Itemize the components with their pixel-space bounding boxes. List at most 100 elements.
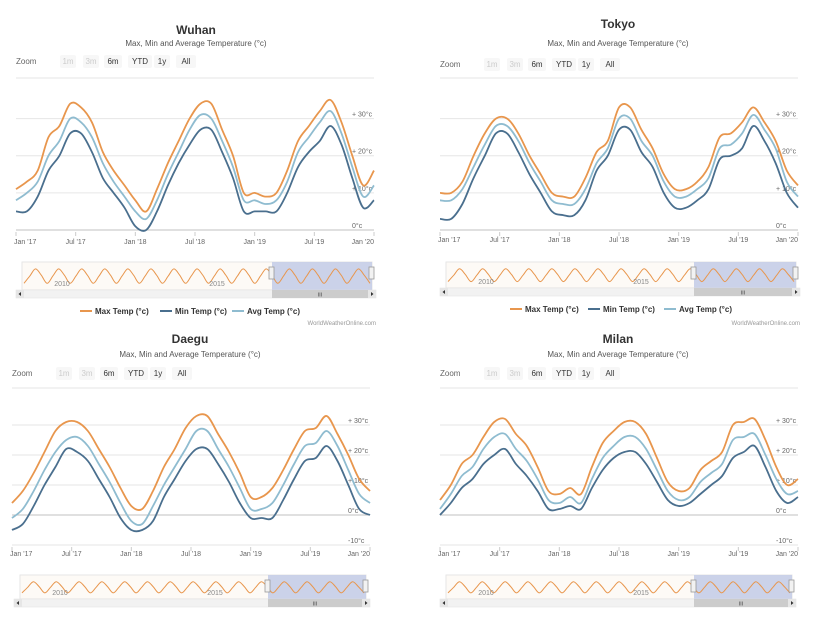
legend-item[interactable]: Avg Temp (°c) <box>679 305 732 314</box>
zoom-button-1y[interactable] <box>578 58 594 71</box>
x-tick-label: Jan '17 <box>438 551 460 558</box>
zoom-button-all[interactable] <box>600 58 620 71</box>
zoom-button-label[interactable]: All <box>606 60 615 69</box>
zoom-button-label[interactable]: 6m <box>107 57 118 66</box>
zoom-button-6m[interactable] <box>100 367 118 380</box>
y-tick-label: 0°c <box>776 507 787 515</box>
legend-item[interactable]: Min Temp (°c) <box>603 305 655 314</box>
navigator-selected-range[interactable] <box>268 575 366 599</box>
navigator-selected-range[interactable] <box>694 575 792 599</box>
navigator-handle-right[interactable] <box>788 579 795 593</box>
x-tick-label: Jan '18 <box>548 551 570 558</box>
navigator-tick-label: 2010 <box>54 281 70 288</box>
x-tick-label: Jul '18 <box>185 239 205 246</box>
zoom-button-all[interactable] <box>176 55 196 68</box>
zoom-button-label[interactable]: YTD <box>132 57 148 66</box>
zoom-button-label: 1m <box>62 57 73 66</box>
zoom-button-3m <box>83 55 99 68</box>
legend-item[interactable]: Avg Temp (°c) <box>247 307 300 316</box>
zoom-button-6m[interactable] <box>528 367 546 380</box>
zoom-button-label[interactable]: 1y <box>158 57 166 66</box>
y-tick-label: + 30°c <box>352 111 373 119</box>
zoom-button-label[interactable]: YTD <box>556 60 572 69</box>
legend-item[interactable]: Min Temp (°c) <box>175 307 227 316</box>
zoom-button-3m <box>507 367 523 380</box>
zoom-button-6m[interactable] <box>104 55 122 68</box>
zoom-button-6m[interactable] <box>528 58 546 71</box>
navigator-handle-left[interactable] <box>268 266 275 280</box>
chart-panel-daegu: Daegu Max, Min and Average Temperature (°… <box>10 332 371 608</box>
y-tick-label: + 20°c <box>776 447 797 455</box>
legend-item[interactable]: Max Temp (°c) <box>95 307 149 316</box>
zoom-button-all[interactable] <box>172 367 192 380</box>
series-line-max <box>11 413 371 511</box>
navigator-handle-right[interactable] <box>362 579 369 593</box>
navigator-handle-right[interactable] <box>792 266 799 280</box>
scrollbar-thumb[interactable] <box>268 599 362 607</box>
zoom-button-1y[interactable] <box>154 55 170 68</box>
zoom-button-all[interactable] <box>600 367 620 380</box>
zoom-label: Zoom <box>12 369 33 378</box>
series-line-min <box>439 125 799 221</box>
series-line-max <box>439 417 799 501</box>
x-tick-label: Jan '19 <box>667 237 689 244</box>
legend-item[interactable]: Max Temp (°c) <box>525 305 579 314</box>
navigator-tick-label: 2015 <box>633 279 649 286</box>
navigator-selected-range[interactable] <box>272 262 372 290</box>
zoom-button-ytd[interactable] <box>552 58 576 71</box>
arrow-right-icon <box>365 601 368 605</box>
navigator-handle-left[interactable] <box>264 579 271 593</box>
zoom-button-label[interactable]: All <box>606 369 615 378</box>
navigator-handle-left[interactable] <box>690 266 697 280</box>
navigator-series-line <box>447 268 795 283</box>
zoom-button-label: 3m <box>81 369 92 378</box>
y-tick-label: + 30°c <box>348 417 369 425</box>
zoom-button-ytd[interactable] <box>124 367 148 380</box>
credit-link[interactable]: WorldWeatherOnline.com <box>308 321 376 327</box>
y-tick-label: + 20°c <box>352 148 373 156</box>
chart-panel-wuhan: Wuhan Max, Min and Average Temperature (°… <box>14 23 377 327</box>
chart-subtitle: Max, Min and Average Temperature (°c) <box>119 350 261 359</box>
zoom-button-label[interactable]: YTD <box>556 369 572 378</box>
series-line-max <box>15 98 375 213</box>
zoom-button-label[interactable]: 6m <box>531 369 542 378</box>
navigator-handle-right[interactable] <box>368 266 375 280</box>
zoom-button-label[interactable]: 1y <box>582 369 590 378</box>
y-tick-label: + 10°c <box>776 185 797 193</box>
zoom-button-label[interactable]: 1y <box>154 369 162 378</box>
zoom-button-3m <box>507 58 523 71</box>
zoom-button-1y[interactable] <box>150 367 166 380</box>
zoom-button-label: 1m <box>58 369 69 378</box>
scrollbar-thumb[interactable] <box>272 290 368 298</box>
navigator-tick-label: 2010 <box>478 279 494 286</box>
zoom-button-label: 3m <box>509 60 520 69</box>
y-tick-label: + 20°c <box>348 447 369 455</box>
scrollbar-thumb[interactable] <box>694 599 788 607</box>
y-tick-label: -10°c <box>348 537 365 545</box>
zoom-button-label: 1m <box>486 369 497 378</box>
x-tick-label: Jul '19 <box>304 239 324 246</box>
navigator-handle-left[interactable] <box>690 579 697 593</box>
zoom-button-label: 3m <box>85 57 96 66</box>
arrow-left-icon <box>18 292 21 296</box>
series-line-avg <box>15 109 375 221</box>
arrow-left-icon <box>16 601 19 605</box>
zoom-button-ytd[interactable] <box>552 367 576 380</box>
zoom-button-label[interactable]: 6m <box>531 60 542 69</box>
zoom-button-ytd[interactable] <box>128 55 152 68</box>
zoom-button-label[interactable]: 1y <box>582 60 590 69</box>
y-tick-label: + 30°c <box>776 417 797 425</box>
zoom-button-1y[interactable] <box>578 367 594 380</box>
x-tick-label: Jan '17 <box>10 551 32 558</box>
zoom-button-label[interactable]: All <box>178 369 187 378</box>
zoom-button-label[interactable]: All <box>182 57 191 66</box>
zoom-button-label[interactable]: YTD <box>128 369 144 378</box>
zoom-button-label[interactable]: 6m <box>103 369 114 378</box>
y-tick-label: 0°c <box>348 507 359 515</box>
y-tick-label: + 10°c <box>776 477 797 485</box>
navigator-selected-range[interactable] <box>694 262 796 288</box>
credit-link[interactable]: WorldWeatherOnline.com <box>732 321 800 327</box>
scrollbar-thumb[interactable] <box>694 288 792 296</box>
chart-title: Wuhan <box>176 23 216 37</box>
x-tick-label: Jan '19 <box>239 551 261 558</box>
